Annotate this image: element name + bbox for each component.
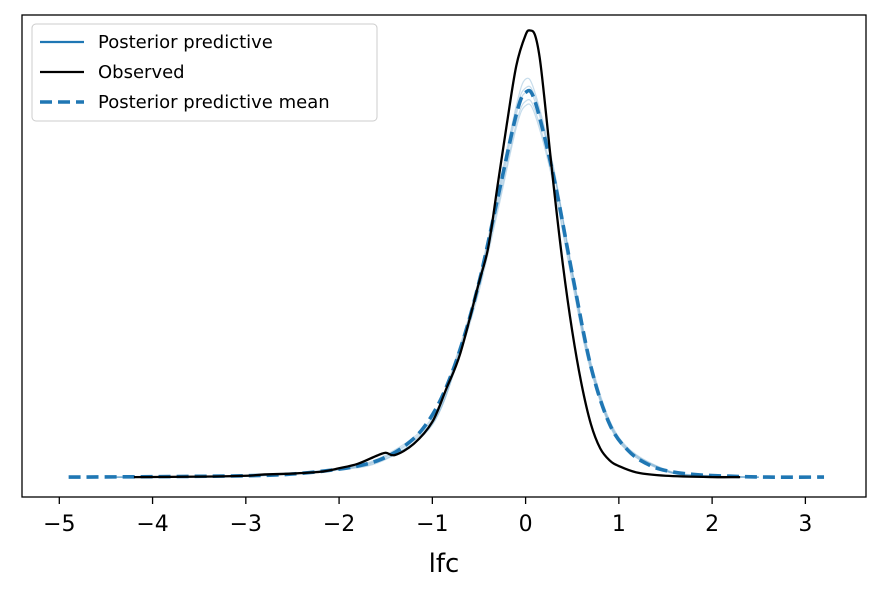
x-tick-label: 3 [798,512,812,537]
legend-label-posterior-predictive: Posterior predictive [98,32,273,53]
plot-frame [21,14,867,498]
observed-layer [133,29,741,479]
x-tick-label: 0 [519,512,533,537]
legend-label-posterior-predictive-mean: Posterior predictive mean [98,92,330,113]
x-tick-label: −2 [323,512,355,537]
x-tick-label: −3 [230,512,262,537]
x-axis: −5 −4 −3 −2 −1 0 1 2 3 [43,497,812,537]
x-tick-label: 2 [705,512,719,537]
legend-box [31,23,378,122]
legend: Posterior predictive Observed Posterior … [31,23,378,122]
legend-label-observed: Observed [98,62,185,83]
x-tick-label: 1 [612,512,626,537]
observed-line [133,29,741,479]
x-tick-label: −4 [136,512,168,537]
x-axis-label: lfc [429,549,460,579]
x-tick-label: −5 [43,512,75,537]
x-tick-label: −1 [416,512,448,537]
